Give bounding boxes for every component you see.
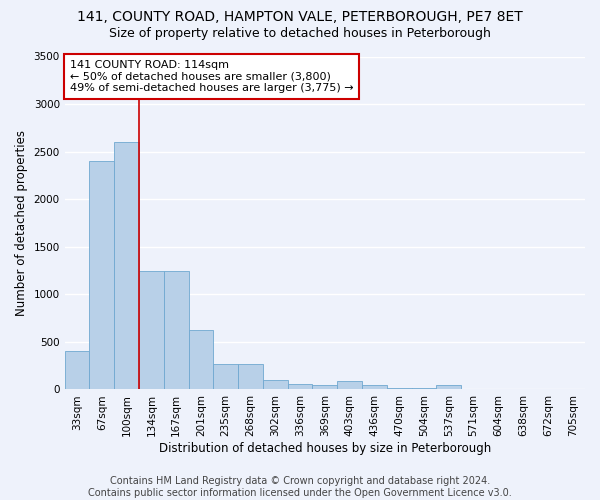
Bar [139,270,164,390]
Text: 141 COUNTY ROAD: 114sqm
← 50% of detached houses are smaller (3,800)
49% of semi: 141 COUNTY ROAD: 114sqm ← 50% of detache… [70,60,353,93]
Bar [164,270,188,390]
Bar [337,381,362,390]
Bar [114,142,139,390]
Text: Contains HM Land Registry data © Crown copyright and database right 2024.
Contai: Contains HM Land Registry data © Crown c… [88,476,512,498]
Bar [263,380,287,390]
Bar [387,388,412,390]
Bar [89,161,114,390]
Bar [65,352,89,390]
Bar [214,364,238,390]
Text: Size of property relative to detached houses in Peterborough: Size of property relative to detached ho… [109,28,491,40]
Bar [188,330,214,390]
Bar [436,384,461,390]
Text: 141, COUNTY ROAD, HAMPTON VALE, PETERBOROUGH, PE7 8ET: 141, COUNTY ROAD, HAMPTON VALE, PETERBOR… [77,10,523,24]
Bar [412,388,436,390]
Bar [238,364,263,390]
Y-axis label: Number of detached properties: Number of detached properties [15,130,28,316]
Bar [362,384,387,390]
Bar [313,384,337,390]
Bar [287,384,313,390]
X-axis label: Distribution of detached houses by size in Peterborough: Distribution of detached houses by size … [159,442,491,455]
